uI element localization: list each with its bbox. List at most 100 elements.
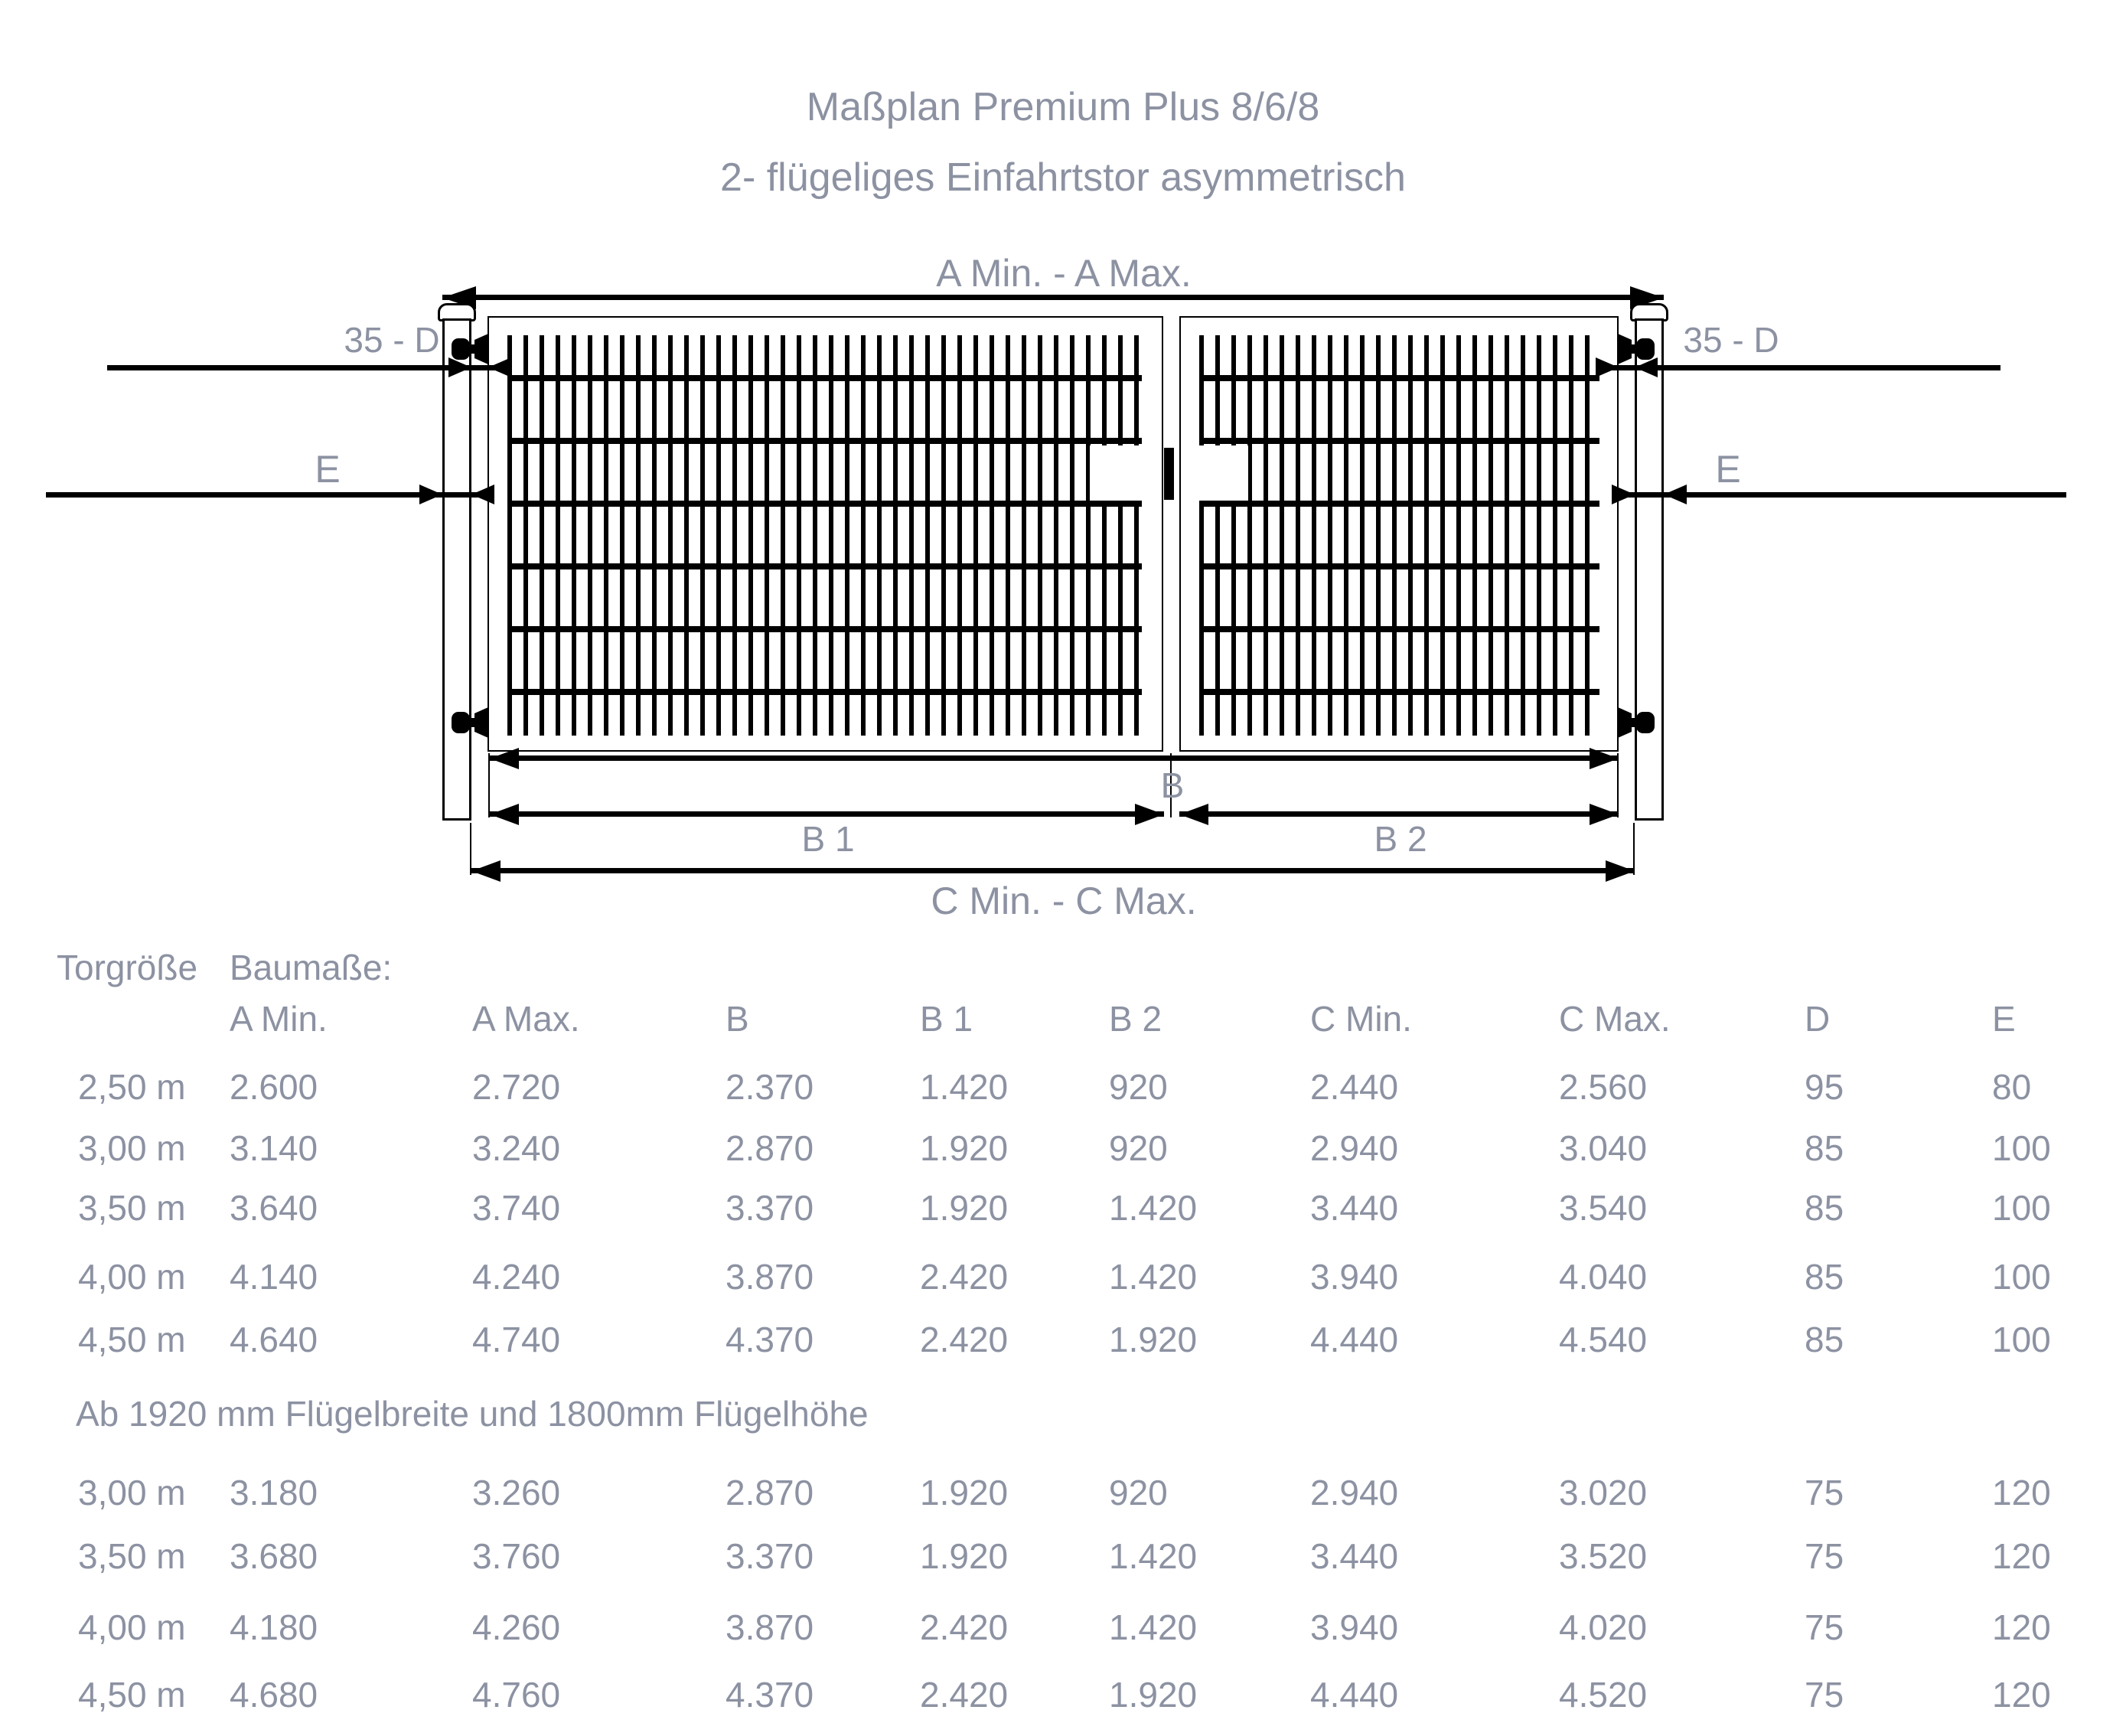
table-cell: 75 — [1805, 1675, 1844, 1715]
dimension-table: Torgröße Baumaße: A Min. A Max. B B 1 B 2 C M… — [57, 0, 2126, 1736]
right-wing-mesh — [1199, 335, 1599, 736]
table-cell: 4.740 — [472, 1320, 561, 1359]
table-cell: 920 — [1109, 1128, 1168, 1168]
dim-b1-label: B 1 — [801, 819, 855, 859]
table-cell: 4.680 — [230, 1675, 318, 1715]
dim-35d-left-arrow-in-icon — [448, 357, 471, 377]
table-cell: 4.520 — [1559, 1675, 1648, 1715]
table-cell: 3.440 — [1310, 1188, 1399, 1228]
table-cell: 3.870 — [726, 1607, 814, 1647]
dim-e-left-line — [46, 492, 487, 498]
table-section-note: Ab 1920 mm Flügelbreite und 1800mm Flüge… — [76, 1394, 869, 1434]
table-row-size: 4,50 m — [78, 1320, 186, 1359]
table-cell: 4.760 — [472, 1675, 561, 1715]
dim-c-arrow-right-icon — [1606, 860, 1635, 882]
table-cell: 1.420 — [920, 1067, 1009, 1107]
table-col-header: A Min. — [230, 999, 328, 1039]
table-cell: 85 — [1805, 1128, 1844, 1168]
table-cell: 3.180 — [230, 1473, 318, 1512]
table-row-size: 3,00 m — [78, 1473, 186, 1512]
dim-e-right-arrow-a-icon — [1612, 485, 1635, 504]
table-col-header: B 2 — [1109, 999, 1162, 1039]
dim-e-right-label: E — [1715, 448, 1741, 491]
table-cell: 85 — [1805, 1320, 1844, 1359]
table-cell: 120 — [1992, 1607, 2051, 1647]
left-lock-box — [1090, 445, 1142, 501]
table-cell: 75 — [1805, 1473, 1844, 1512]
table-cell: 2.560 — [1559, 1067, 1648, 1107]
table-cell: 3.040 — [1559, 1128, 1648, 1168]
table-cell: 120 — [1992, 1473, 2051, 1512]
table-cell: 4.540 — [1559, 1320, 1648, 1359]
dim-e-right-line — [1619, 492, 2066, 498]
dim-35d-right-label: 35 - D — [1683, 320, 1779, 360]
table-cell: 1.420 — [1109, 1257, 1198, 1297]
table-cell: 3.370 — [726, 1536, 814, 1576]
dim-e-right-arrow-b-icon — [1664, 485, 1687, 504]
table-cell: 3.260 — [472, 1473, 561, 1512]
table-cell: 2.600 — [230, 1067, 318, 1107]
table-cell: 4.370 — [726, 1320, 814, 1359]
table-col-header: D — [1805, 999, 1831, 1039]
witness-right-frame — [1617, 753, 1619, 817]
dim-e-left-arrow-b-icon — [471, 485, 494, 504]
table-cell: 3.940 — [1310, 1257, 1399, 1297]
table-cell: 4.020 — [1559, 1607, 1648, 1647]
latch-block — [1164, 448, 1174, 500]
table-cell: 1.420 — [1109, 1536, 1198, 1576]
left-post — [442, 318, 471, 821]
witness-wing-junction — [1170, 753, 1172, 817]
table-cell: 3.640 — [230, 1188, 318, 1228]
witness-right-post-inner — [1633, 823, 1635, 875]
table-cell: 4.440 — [1310, 1320, 1399, 1359]
dim-b-arrow-left-icon — [490, 748, 519, 769]
table-rowlabel-header: Torgröße — [57, 948, 198, 987]
table-cell: 3.020 — [1559, 1473, 1648, 1512]
table-col-header: B — [726, 999, 749, 1039]
table-cell: 2.420 — [920, 1257, 1009, 1297]
table-cell: 4.440 — [1310, 1675, 1399, 1715]
table-cell: 3.760 — [472, 1536, 561, 1576]
table-cell: 85 — [1805, 1188, 1844, 1228]
table-row-size: 3,50 m — [78, 1536, 186, 1576]
table-row-size: 2,50 m — [78, 1067, 186, 1107]
table-cell: 1.920 — [1109, 1320, 1198, 1359]
dim-b-arrow-right-icon — [1590, 748, 1619, 769]
page-title: Maßplan Premium Plus 8/6/8 — [806, 85, 1320, 129]
dim-b2-arrow-left-icon — [1179, 804, 1208, 825]
table-cell: 920 — [1109, 1067, 1168, 1107]
table-cell: 4.180 — [230, 1607, 318, 1647]
table-cell: 3.680 — [230, 1536, 318, 1576]
table-row-size: 3,50 m — [78, 1188, 186, 1228]
table-row-size: 4,00 m — [78, 1607, 186, 1647]
dim-b-line — [490, 755, 1619, 761]
dim-35d-left-label: 35 - D — [344, 320, 440, 360]
table-cell: 3.440 — [1310, 1536, 1399, 1576]
table-cell: 3.520 — [1559, 1536, 1648, 1576]
dim-b1-arrow-right-icon — [1135, 804, 1164, 825]
dim-a-line — [442, 295, 1664, 300]
table-row-size: 4,50 m — [78, 1675, 186, 1715]
table-cell: 4.260 — [472, 1607, 561, 1647]
left-wing-mesh — [507, 335, 1142, 736]
dim-c-line — [471, 868, 1635, 873]
dim-e-left-arrow-a-icon — [419, 485, 442, 504]
table-col-header: A Max. — [472, 999, 580, 1039]
table-cell: 2.720 — [472, 1067, 561, 1107]
table-cell: 1.420 — [1109, 1607, 1198, 1647]
dim-b2-arrow-right-icon — [1590, 804, 1619, 825]
table-col-header: C Max. — [1559, 999, 1671, 1039]
table-cell: 4.640 — [230, 1320, 318, 1359]
dim-b2-line — [1179, 811, 1619, 817]
table-cell: 2.440 — [1310, 1067, 1399, 1107]
witness-left-post-inner — [470, 823, 471, 875]
table-cell: 3.870 — [726, 1257, 814, 1297]
dim-c-label: C Min. - C Max. — [931, 879, 1197, 922]
table-cell: 2.420 — [920, 1675, 1009, 1715]
table-cell: 100 — [1992, 1257, 2051, 1297]
table-cell: 80 — [1992, 1067, 2032, 1107]
table-col-header: C Min. — [1310, 999, 1412, 1039]
table-cell: 1.920 — [920, 1536, 1009, 1576]
table-cell: 2.940 — [1310, 1128, 1399, 1168]
